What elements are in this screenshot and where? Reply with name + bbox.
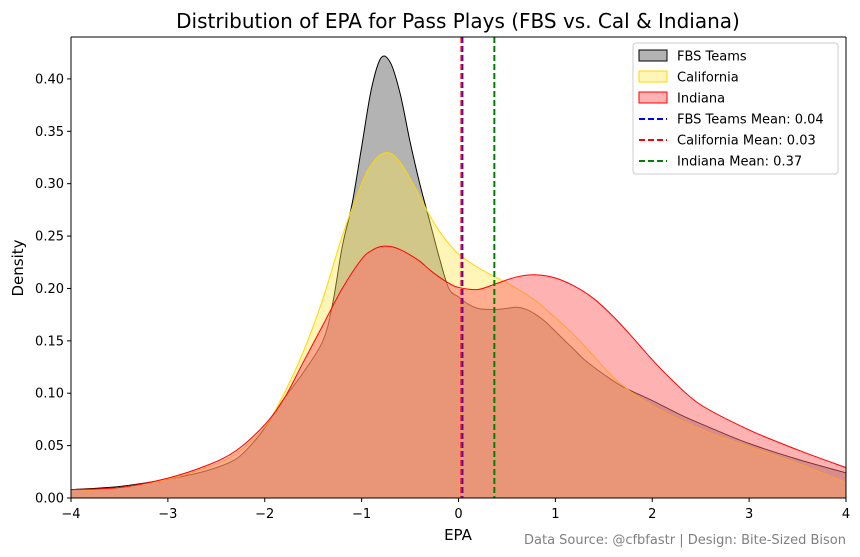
mean-lines [460, 37, 496, 498]
legend-swatch-california [638, 70, 668, 83]
legend-label-california-mean: California Mean: 0.03 [677, 134, 816, 149]
y-tick-label: 0.30 [35, 177, 64, 192]
legend: FBS Teams California Indiana FBS Teams Mean… [632, 42, 839, 175]
x-tick-label: −2 [255, 507, 274, 522]
y-tick-label: 0.10 [35, 387, 64, 402]
y-tick-label: 0.35 [35, 125, 64, 140]
y-tick-label: 0.25 [35, 230, 64, 245]
legend-label-fbs-teams-mean: FBS Teams Mean: 0.04 [677, 113, 824, 128]
y-tick-label: 0.15 [35, 334, 64, 349]
indiana-density-line [70, 245, 847, 491]
x-tick-label: 3 [745, 507, 753, 522]
indiana-density-area [71, 246, 846, 498]
legend-label-indiana: Indiana [677, 92, 725, 107]
density-areas [70, 55, 847, 498]
legend-swatch-fbs-teams [638, 49, 668, 62]
x-tick-label: 0 [454, 507, 462, 522]
y-tick-label: 0.05 [35, 439, 64, 454]
x-tick-label: 2 [648, 507, 656, 522]
legend-label-indiana-mean: Indiana Mean: 0.37 [677, 155, 802, 170]
x-tick-label: −4 [61, 507, 80, 522]
legend-box [632, 42, 839, 175]
y-tick-label: 0.00 [35, 492, 64, 507]
y-axis-ticks: 0.00 0.05 0.10 0.15 0.20 0.25 0.30 0.35 0.40 [35, 72, 71, 507]
y-tick-label: 0.40 [35, 72, 64, 87]
legend-label-fbs-teams: FBS Teams [677, 50, 747, 65]
x-tick-label: 1 [551, 507, 559, 522]
y-axis-label: Density [9, 239, 27, 296]
x-tick-label: −1 [352, 507, 371, 522]
x-tick-label: −3 [158, 507, 177, 522]
x-axis-ticks: −4 −3 −2 −1 0 1 2 3 4 [61, 498, 850, 522]
data-source-footnote: Data Source: @cfbfastr | Design: Bite-Si… [524, 533, 846, 548]
x-tick-label: 4 [842, 507, 850, 522]
y-tick-label: 0.20 [35, 282, 64, 297]
legend-label-california: California [677, 71, 739, 86]
chart-title: Distribution of EPA for Pass Plays (FBS … [176, 9, 740, 33]
x-axis-label: EPA [444, 526, 473, 544]
legend-swatch-indiana [638, 91, 668, 104]
